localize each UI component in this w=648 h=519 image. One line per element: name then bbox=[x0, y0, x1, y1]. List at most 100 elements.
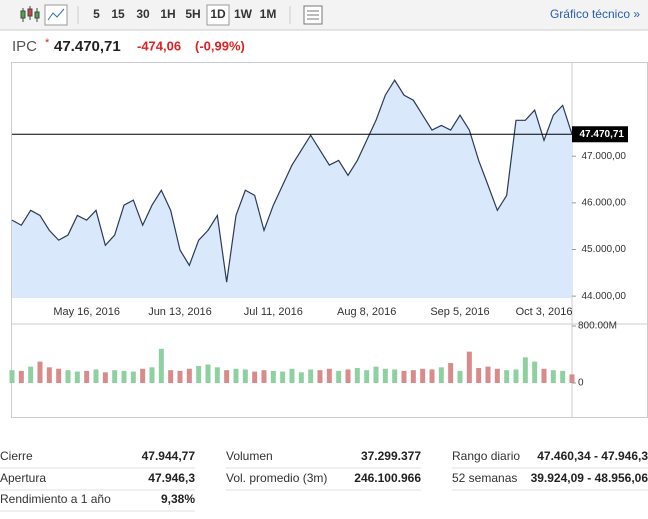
stat-value: 47.946,3 bbox=[148, 471, 195, 485]
volume-bar bbox=[121, 370, 127, 383]
volume-bar bbox=[308, 369, 314, 383]
volume-bar bbox=[168, 370, 174, 383]
stat-value: 47.460,34 - 47.946,3 bbox=[537, 449, 648, 463]
down-marker: * bbox=[45, 37, 50, 49]
volume-bar bbox=[457, 370, 463, 383]
last-price-box bbox=[572, 126, 628, 143]
x-tick-label: Aug 8, 2016 bbox=[337, 306, 396, 318]
technical-icon[interactable] bbox=[303, 5, 323, 25]
symbol: IPC bbox=[12, 38, 37, 55]
interval-button[interactable]: 30 bbox=[136, 7, 150, 21]
volume-bar bbox=[28, 366, 34, 383]
y-tick-label: 45.000,00 bbox=[582, 244, 627, 255]
volume-bar bbox=[65, 370, 71, 383]
y-tick-label: 47.000,00 bbox=[582, 151, 627, 162]
stat-label: Rendimiento a 1 año bbox=[0, 492, 111, 506]
volume-bar bbox=[93, 369, 99, 383]
x-tick-label: Jun 13, 2016 bbox=[148, 306, 212, 318]
volume-bar bbox=[382, 368, 388, 383]
interval-button[interactable]: 1M bbox=[260, 7, 277, 21]
x-tick-label: Oct 3, 2016 bbox=[516, 306, 573, 318]
volume-bar bbox=[522, 357, 528, 383]
volume-bar bbox=[261, 370, 267, 383]
volume-bar bbox=[373, 366, 379, 383]
volume-bar bbox=[9, 370, 15, 383]
interval-button[interactable]: 5 bbox=[93, 7, 100, 21]
volume-bar bbox=[336, 370, 342, 383]
volume-bar bbox=[504, 370, 510, 383]
volume-bar bbox=[364, 370, 370, 383]
candle-icon[interactable] bbox=[20, 6, 40, 22]
volume-bar bbox=[233, 368, 239, 383]
volume-bar bbox=[420, 368, 426, 383]
stat-value: 246.100.966 bbox=[354, 471, 421, 485]
volume-bar bbox=[345, 369, 351, 383]
stat-value: 39.924,09 - 48.956,06 bbox=[531, 471, 648, 485]
volume-bar bbox=[560, 370, 566, 383]
volume-bar bbox=[448, 363, 454, 383]
change-pct: (-0,99%) bbox=[195, 38, 245, 53]
stat-label: Cierre bbox=[0, 449, 33, 463]
volume-bar bbox=[317, 370, 323, 383]
volume-bar bbox=[289, 368, 295, 383]
volume-bar bbox=[214, 367, 220, 383]
volume-bar bbox=[401, 370, 407, 383]
volume-bar bbox=[438, 367, 444, 383]
stat-value: 9,38% bbox=[161, 492, 195, 506]
volume-bar bbox=[130, 371, 136, 383]
volume-bar bbox=[196, 365, 202, 383]
stat-label: 52 semanas bbox=[452, 471, 517, 485]
volume-tick-label: 0 bbox=[578, 378, 584, 389]
volume-bar bbox=[177, 370, 183, 383]
volume-bar bbox=[74, 371, 80, 383]
volume-bar bbox=[569, 374, 575, 383]
volume-bar bbox=[46, 367, 52, 383]
interval-button[interactable]: 1W bbox=[234, 7, 253, 21]
change: -474,06 bbox=[137, 38, 181, 53]
x-tick-label: Jul 11, 2016 bbox=[244, 306, 303, 318]
last-price-label: 47.470,71 bbox=[580, 129, 625, 140]
stat-label: Volumen bbox=[226, 449, 273, 463]
volume-bar bbox=[224, 370, 230, 383]
volume-bar bbox=[242, 369, 248, 383]
technical-link[interactable]: Gráfico técnico » bbox=[550, 7, 640, 21]
volume-bar bbox=[429, 369, 435, 383]
toolbar bbox=[0, 0, 648, 30]
volume-bar bbox=[298, 372, 304, 383]
x-tick-label: Sep 5, 2016 bbox=[430, 306, 489, 318]
volume-bar bbox=[550, 370, 556, 383]
volume-bar bbox=[140, 368, 146, 383]
volume-bar bbox=[476, 368, 482, 383]
stat-value: 47.944,77 bbox=[142, 449, 196, 463]
stat-label: Vol. promedio (3m) bbox=[226, 471, 327, 485]
line-icon[interactable] bbox=[44, 4, 68, 26]
y-tick-label: 46.000,00 bbox=[582, 197, 627, 208]
interval-button[interactable]: 15 bbox=[111, 7, 125, 21]
interval-button[interactable]: 1D bbox=[210, 7, 226, 21]
volume-bar bbox=[205, 364, 211, 383]
volume-tick-label: 800.00M bbox=[578, 321, 617, 332]
volume-bar bbox=[158, 348, 164, 383]
volume-bar bbox=[149, 367, 155, 383]
volume-bar bbox=[186, 368, 192, 383]
volume-bar bbox=[494, 368, 500, 383]
price-line bbox=[11, 79, 573, 283]
stat-value: 37.299.377 bbox=[361, 449, 421, 463]
volume-bar bbox=[252, 371, 258, 383]
y-tick-label: 44.000,00 bbox=[582, 291, 627, 302]
price: 47.470,71 bbox=[54, 38, 121, 55]
volume-bar bbox=[541, 368, 547, 383]
volume-bar bbox=[354, 368, 360, 383]
volume-bar bbox=[18, 370, 24, 383]
volume-bar bbox=[56, 368, 62, 383]
volume-bar bbox=[84, 370, 90, 383]
price-area bbox=[12, 80, 572, 298]
x-tick-label: May 16, 2016 bbox=[53, 306, 120, 318]
volume-bar bbox=[513, 369, 519, 383]
volume-bar bbox=[466, 351, 472, 383]
stat-label: Apertura bbox=[0, 471, 46, 485]
interval-button[interactable]: 5H bbox=[185, 7, 200, 21]
volume-bar bbox=[112, 370, 118, 383]
interval-button[interactable]: 1H bbox=[160, 7, 175, 21]
